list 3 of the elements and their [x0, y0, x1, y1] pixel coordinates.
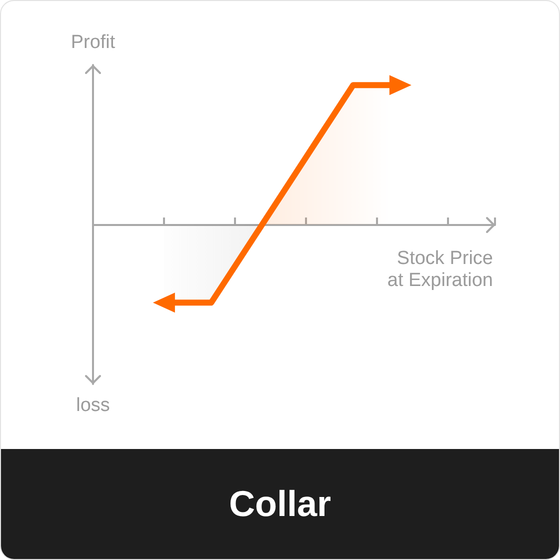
x-axis-title: Stock Price at Expiration [386, 248, 493, 292]
y-axis-title: Profit [70, 32, 116, 54]
text: loss [76, 395, 110, 417]
